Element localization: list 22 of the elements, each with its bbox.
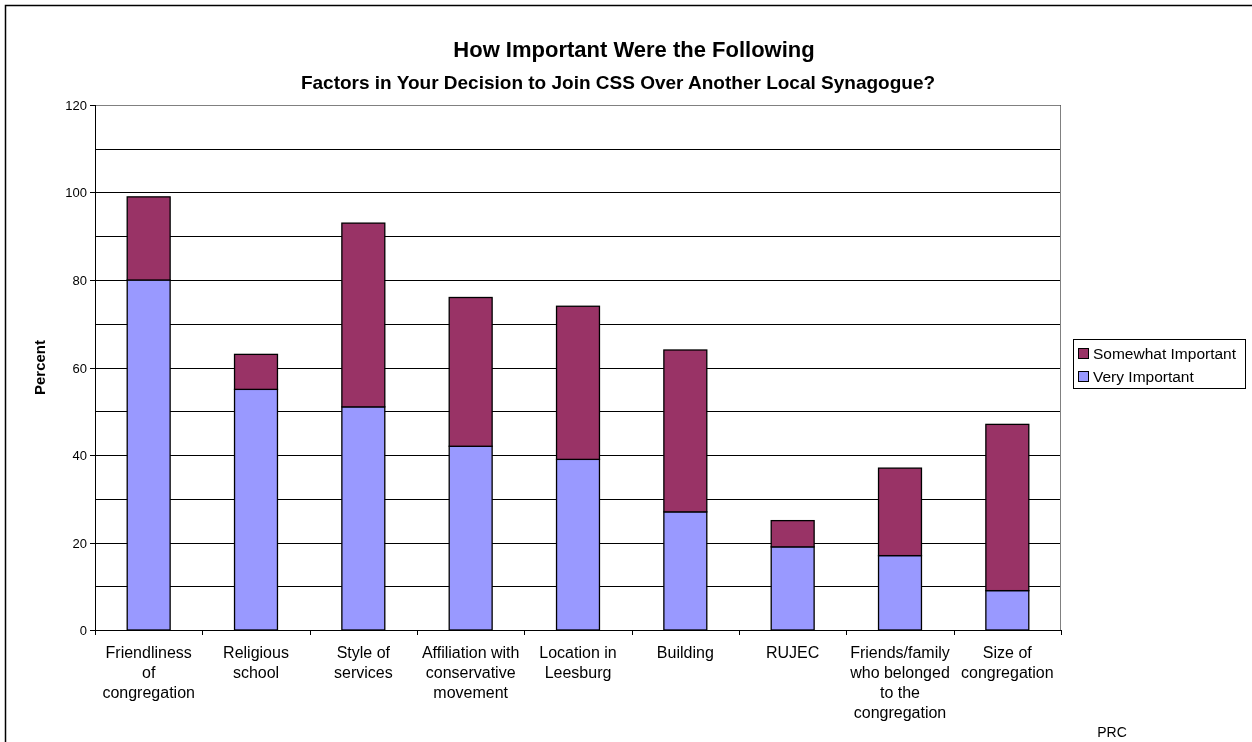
text: PRC — [1097, 724, 1127, 740]
x-tick-label: Location in Leesburg — [539, 644, 617, 681]
legend-label: Somewhat Important — [1093, 345, 1237, 363]
chart-subtitle: Factors in Your Decision to Join CSS Over Another Local Synagogue? — [300, 72, 936, 93]
legend-label: Very Important — [1093, 368, 1195, 386]
y-axis-title: Percent — [31, 339, 48, 396]
x-tick-label: Religious school — [223, 644, 289, 681]
y-tick-label: 0 — [79, 623, 87, 639]
chart-title: How Important Were the Following — [453, 37, 815, 62]
y-tick-label: 20 — [72, 536, 87, 552]
y-tick-label: 120 — [65, 98, 87, 114]
x-tick-label: Size of congregation — [961, 644, 1054, 681]
y-tick-label: 40 — [72, 448, 87, 464]
y-tick-label: 80 — [72, 273, 87, 289]
x-tick-label: Friends/family who belonged to the congregation — [849, 644, 950, 721]
x-tick-label: Building — [656, 644, 714, 661]
y-tick-label: 60 — [72, 361, 87, 377]
x-tick-label: Friendliness of congregation — [102, 644, 195, 701]
x-tick-label: RUJEC — [765, 644, 820, 661]
x-tick-label: Affiliation with conservative movement — [421, 644, 520, 701]
x-tick-label: Style of services — [333, 644, 393, 681]
y-tick-label: 100 — [65, 185, 87, 201]
